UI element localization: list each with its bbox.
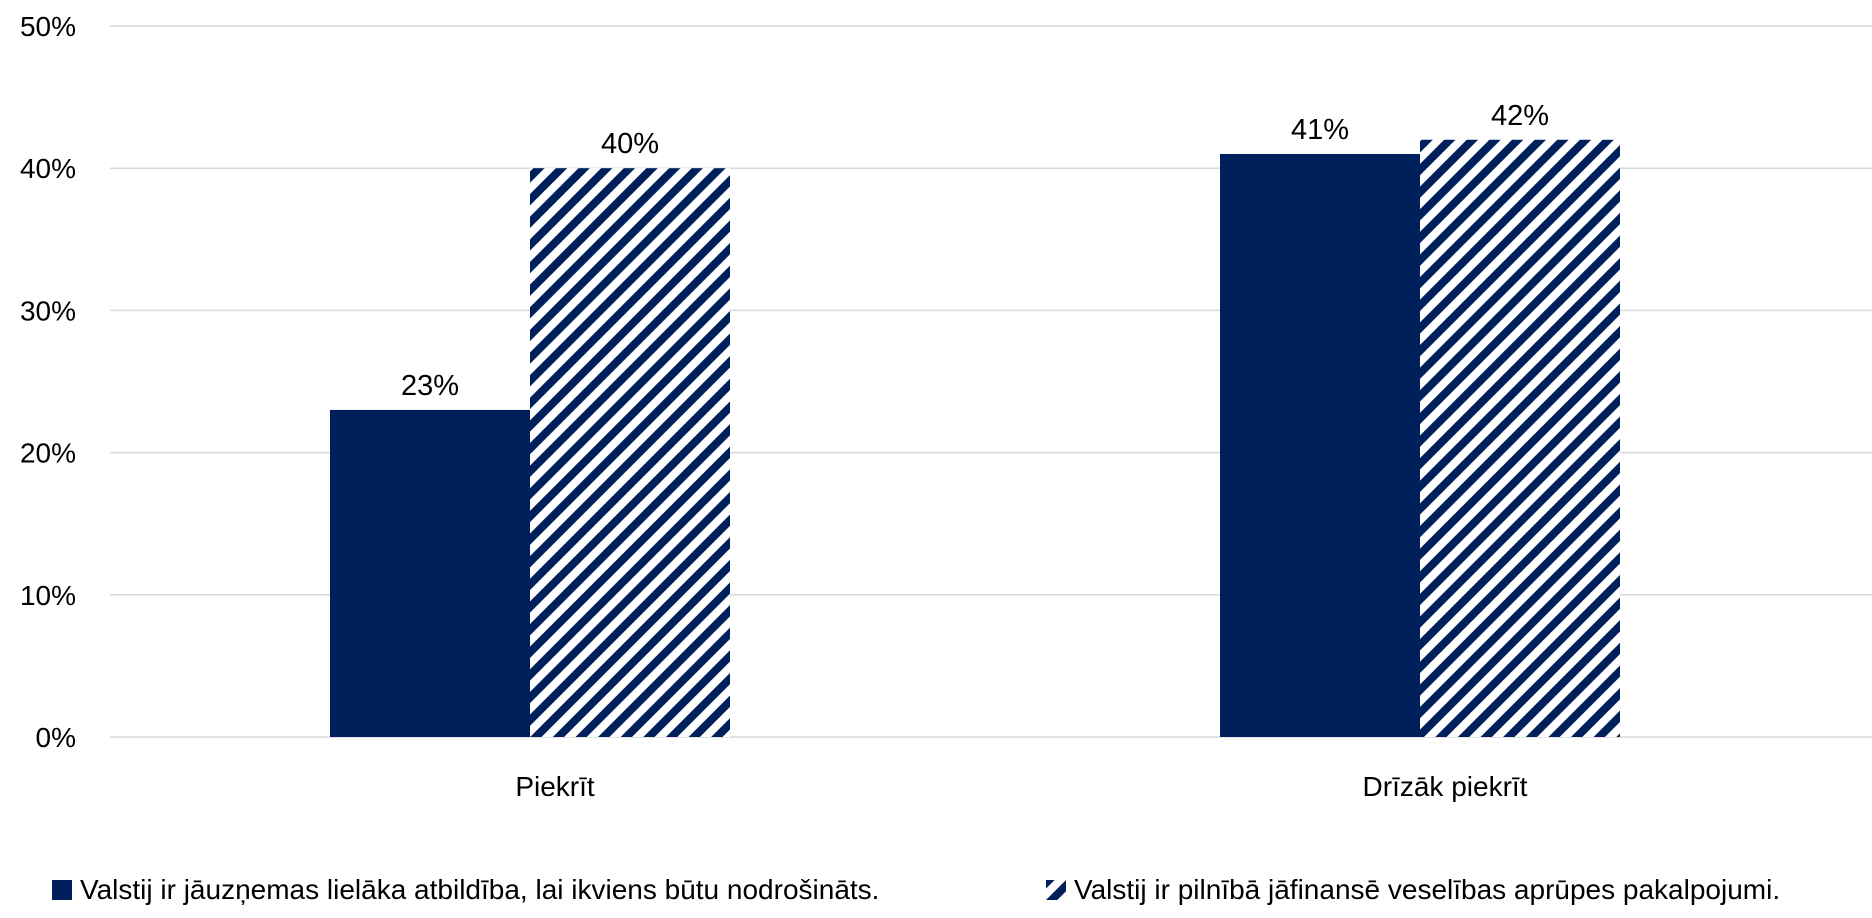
legend-swatch	[52, 880, 72, 900]
y-tick-label: 10%	[20, 580, 76, 611]
y-tick-label: 50%	[20, 11, 76, 42]
legend-label: Valstij ir jāuzņemas lielāka atbildība, …	[80, 874, 879, 905]
data-label: 23%	[401, 370, 459, 402]
bar-series-2-1	[530, 168, 730, 737]
y-tick-label: 20%	[20, 438, 76, 469]
legend: Valstij ir jāuzņemas lielāka atbildība, …	[52, 874, 1780, 905]
y-tick-label: 40%	[20, 153, 76, 184]
x-tick-label: Drīzāk piekrīt	[1363, 771, 1528, 802]
x-tick-label: Piekrīt	[515, 771, 595, 802]
legend-item-1: Valstij ir jāuzņemas lielāka atbildība, …	[52, 874, 879, 905]
legend-swatch	[1046, 880, 1066, 900]
y-tick-label: 0%	[36, 722, 76, 753]
bars	[330, 139, 1620, 738]
data-label: 41%	[1291, 114, 1349, 146]
y-axis-tick-labels: 0% 10% 20% 30% 40% 50%	[20, 11, 76, 753]
legend-item-2: Valstij ir pilnībā jāfinansē veselības a…	[1046, 874, 1780, 905]
data-labels: 23% 41% 40% 42%	[401, 100, 1549, 402]
legend-label: Valstij ir pilnībā jāfinansē veselības a…	[1074, 874, 1780, 905]
data-label: 42%	[1491, 100, 1549, 132]
bar-series-2-2	[1420, 139, 1620, 737]
data-label: 40%	[601, 128, 659, 160]
bar-series-1-2	[1220, 153, 1420, 738]
y-tick-label: 30%	[20, 295, 76, 326]
x-axis-tick-labels: Piekrīt Drīzāk piekrīt	[515, 771, 1527, 802]
bar-series-1-1	[330, 409, 530, 737]
